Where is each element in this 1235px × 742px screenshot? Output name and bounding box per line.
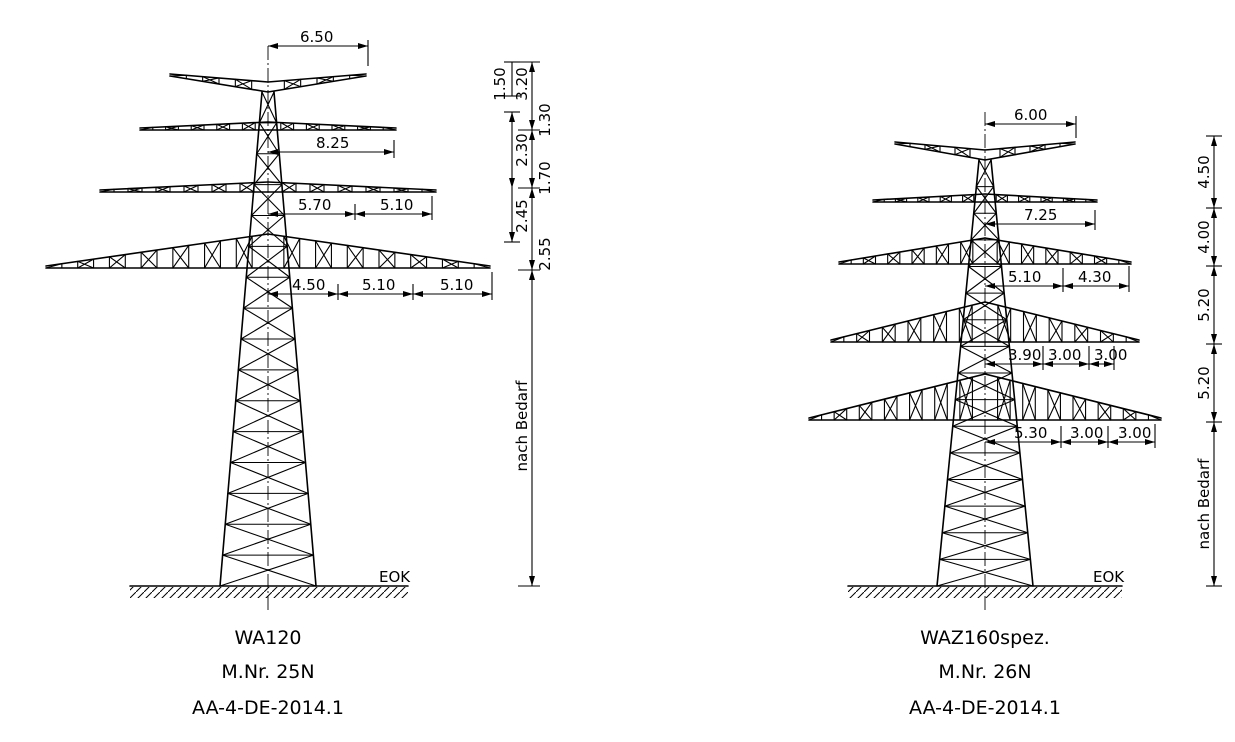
dim-label: 1.30 xyxy=(536,103,554,136)
dim-label: 3.00 xyxy=(1118,424,1151,442)
dim-label: 4.50 xyxy=(292,276,325,294)
height-label: nach Bedarf xyxy=(1195,458,1213,550)
arm-dimensions: 6.00 7.25 5.10 4.30 3.90 xyxy=(985,106,1156,448)
dim-label: 7.25 xyxy=(1024,206,1057,224)
dim-label: 5.30 xyxy=(1014,424,1047,442)
dim-label: 6.50 xyxy=(300,28,333,46)
dim-label: 1.50 xyxy=(491,67,509,100)
dim-label: 4.50 xyxy=(1195,155,1213,188)
tower-body xyxy=(219,91,317,587)
dim-label: 5.10 xyxy=(362,276,395,294)
tower-crossarms xyxy=(45,73,491,269)
height-label: nach Bedarf xyxy=(513,380,531,472)
dim-label: 5.20 xyxy=(1195,288,1213,321)
ground-label: EOK xyxy=(379,568,411,586)
dim-label: 4.00 xyxy=(1195,220,1213,253)
tower-crossarms xyxy=(808,141,1162,421)
dim-label: 4.30 xyxy=(1078,268,1111,286)
document-reference: AA-4-DE-2014.1 xyxy=(909,697,1061,719)
dim-label: 3.20 xyxy=(513,67,531,100)
dim-label: 2.30 xyxy=(513,133,531,166)
document-reference: AA-4-DE-2014.1 xyxy=(192,697,344,719)
dim-label: 1.70 xyxy=(536,161,554,194)
dim-label: 2.45 xyxy=(513,199,531,232)
tower-body xyxy=(936,159,1034,587)
ground-label: EOK xyxy=(1093,568,1125,586)
dim-label: 5.10 xyxy=(380,196,413,214)
tower-wa120: 6.50 8.25 5.70 5.10 4.50 xyxy=(45,28,554,719)
dim-label: 3.00 xyxy=(1070,424,1103,442)
mast-number: M.Nr. 25N xyxy=(221,661,314,683)
vertical-dimensions: 1.50 3.20 1.30 2.30 1.70 2.45 2.55 nach … xyxy=(491,61,554,587)
vertical-dimensions: 4.50 4.00 5.20 5.20 nach Bedarf xyxy=(1195,135,1222,587)
dim-label: 3.00 xyxy=(1048,346,1081,364)
dim-label: 3.90 xyxy=(1008,346,1041,364)
ground-hatch xyxy=(130,587,408,598)
dim-label: 2.55 xyxy=(536,237,554,270)
tower-waz160spez: 6.00 7.25 5.10 4.30 3.90 xyxy=(808,106,1222,719)
mast-number: M.Nr. 26N xyxy=(938,661,1031,683)
tower-name: WA120 xyxy=(234,627,301,649)
dim-label: 8.25 xyxy=(316,134,349,152)
dim-label: 5.10 xyxy=(1008,268,1041,286)
dim-label: 5.20 xyxy=(1195,366,1213,399)
dim-label: 6.00 xyxy=(1014,106,1047,124)
dim-label: 3.00 xyxy=(1094,346,1127,364)
dim-label: 5.10 xyxy=(440,276,473,294)
dim-label: 5.70 xyxy=(298,196,331,214)
arm-dimensions: 6.50 8.25 5.70 5.10 4.50 xyxy=(268,28,493,300)
tower-name: WAZ160spez. xyxy=(920,627,1050,649)
